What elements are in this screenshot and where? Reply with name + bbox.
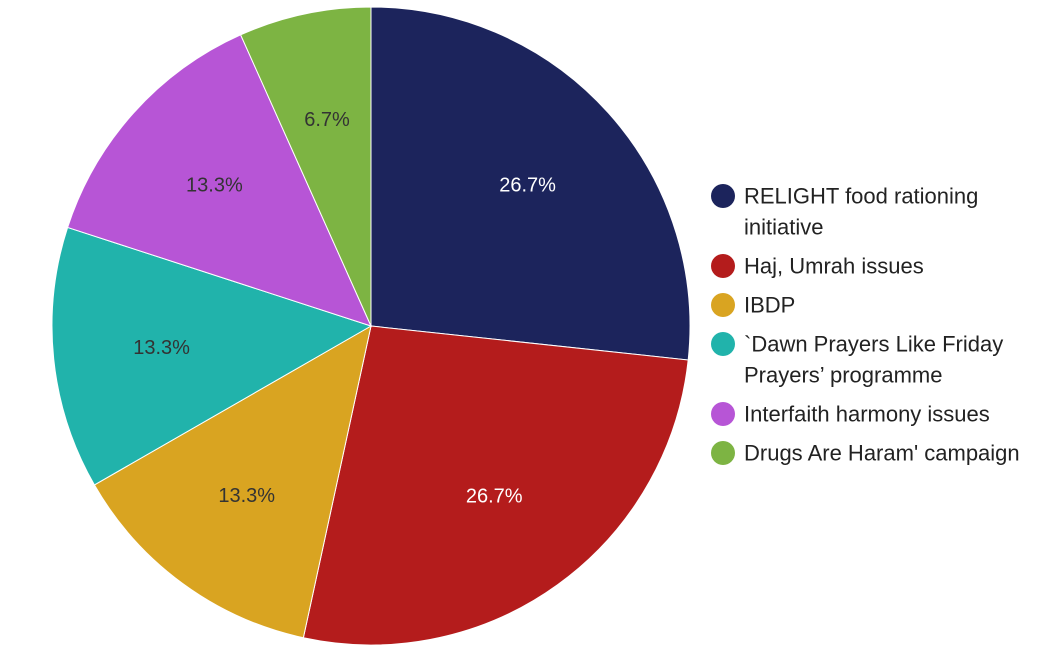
legend-item-ibdp: IBDP xyxy=(711,293,795,318)
pie-slice-drugs-are-haram-campaign xyxy=(239,6,372,327)
pie-slice-labels: 26.7% 26.7% 13.3% 13.3% 13.3% 6.7% xyxy=(133,109,556,508)
legend-item-relight-food-rationing-initiative: RELIGHT food rationing initiative xyxy=(711,184,978,240)
legend-label: Interfaith harmony issues xyxy=(744,402,990,427)
legend-marker xyxy=(711,332,735,356)
legend-marker xyxy=(711,402,735,426)
pie-slices xyxy=(51,6,691,646)
legend-marker xyxy=(711,184,735,208)
pie-slice-dawn-prayers-like-friday-prayers-programme xyxy=(51,226,373,486)
legend-label: Haj, Umrah issues xyxy=(744,254,924,279)
pie-slice-haj-umrah-issues xyxy=(302,325,689,646)
legend-item-haj-umrah-issues: Haj, Umrah issues xyxy=(711,254,924,279)
legend-marker xyxy=(711,293,735,317)
legend-item-interfaith-harmony-issues: Interfaith harmony issues xyxy=(711,402,990,427)
slice-label-interfaith-harmony-issues: 13.3% xyxy=(186,174,243,196)
legend-item-drugs-are-haram-campaign: Drugs Are Haram' campaign xyxy=(711,441,1020,466)
slice-label-haj-umrah-issues: 26.7% xyxy=(466,486,523,508)
slice-label-ibdp: 13.3% xyxy=(218,485,275,507)
legend-marker xyxy=(711,254,735,278)
legend: RELIGHT food rationing initiative Haj, Umr… xyxy=(711,184,1020,466)
slice-label-dawn-prayers-like-friday-prayers-programme: 13.3% xyxy=(133,337,190,359)
pie-slice-interfaith-harmony-issues xyxy=(66,34,372,327)
pie-slice-relight-food-rationing-initiative xyxy=(370,6,691,361)
legend-label: RELIGHT food rationing initiative xyxy=(744,184,978,240)
slice-label-relight-food-rationing-initiative: 26.7% xyxy=(499,174,556,196)
legend-label: Drugs Are Haram' campaign xyxy=(744,441,1020,466)
legend-label: `Dawn Prayers Like Friday Prayers’ progra… xyxy=(744,332,1003,388)
legend-item-dawn-prayers-like-friday-prayers-programme: `Dawn Prayers Like Friday Prayers’ progra… xyxy=(711,332,1003,388)
pie-slice-ibdp xyxy=(93,325,372,639)
legend-label: IBDP xyxy=(744,293,795,318)
slice-label-drugs-are-haram-campaign: 6.7% xyxy=(304,109,350,131)
legend-marker xyxy=(711,441,735,465)
